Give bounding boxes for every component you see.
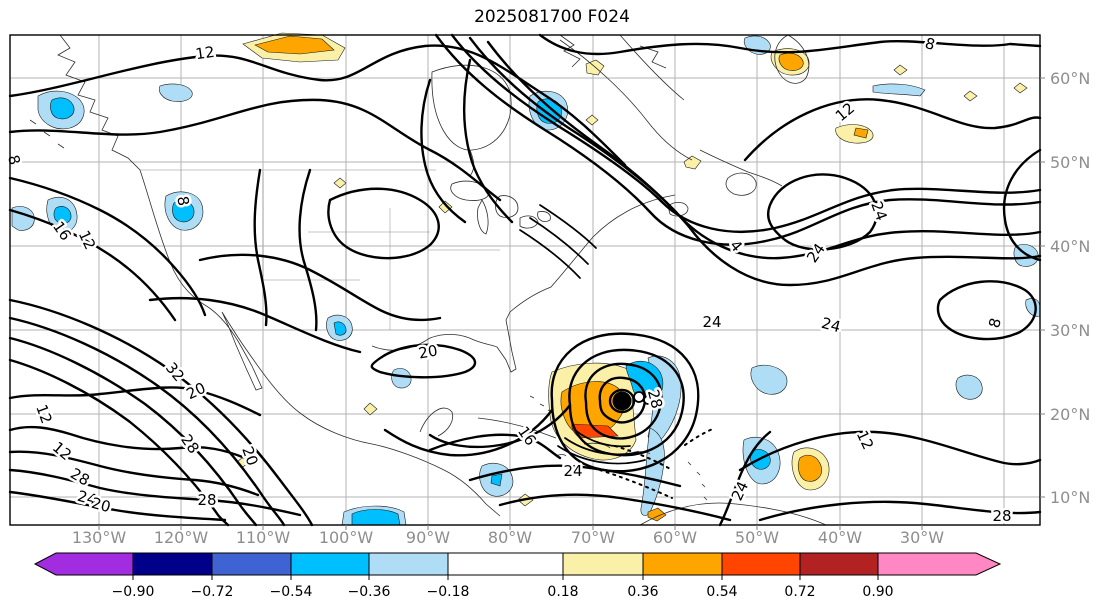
colorbar-tick-label: −0.36 — [348, 584, 391, 600]
lon-tick-label: 40°W — [818, 528, 862, 547]
colorbar-tick-label: −0.72 — [191, 584, 234, 600]
figure-title: 2025081700 F024 — [474, 7, 630, 27]
lon-tick-label: 60°W — [653, 528, 697, 547]
colorbar-right-arrow — [877, 552, 1002, 576]
contour-label: 24 — [803, 240, 829, 266]
lon-tick-label: 50°W — [735, 528, 779, 547]
contour-label: 20 — [417, 341, 439, 362]
contour-label: 28 — [992, 507, 1011, 525]
colorbar-tick-label: 0.72 — [784, 584, 815, 600]
colorbar-left-arrow — [33, 552, 134, 576]
lon-tick-label: 130°W — [72, 528, 127, 547]
contour-label: 8 — [4, 153, 24, 167]
contour-label: 24 — [819, 314, 842, 336]
storm-center-marker — [612, 391, 632, 411]
contour-label: 24 — [563, 462, 582, 480]
contour-value-labels: 12 8 12 8 8 16 12 24 24 4 24 24 20 32 16… — [2, 32, 1014, 528]
colorbar-segment — [447, 552, 564, 576]
colorbar-segment — [799, 552, 879, 576]
shaded-anomaly-patches — [11, 32, 1041, 526]
colorbar-tick-label: 0.54 — [706, 584, 737, 600]
colorbar-segment — [642, 552, 723, 576]
lon-tick-label: 100°W — [319, 528, 374, 547]
colorbar-tick-labels: −0.90 −0.72 −0.54 −0.36 −0.18 0.18 0.36 … — [112, 584, 894, 600]
contour-label: 12 — [49, 438, 75, 464]
latitude-axis-labels: 60°N 50°N 40°N 30°N 20°N 10°N — [1050, 69, 1090, 507]
lon-tick-label: 90°W — [406, 528, 450, 547]
contour-label: 12 — [75, 228, 99, 253]
lat-tick-label: 40°N — [1050, 237, 1090, 256]
lat-tick-label: 30°N — [1050, 321, 1090, 340]
state-borders — [140, 169, 500, 330]
contour-label: 8 — [923, 34, 937, 54]
map-frame — [9, 34, 1041, 526]
colorbar-segment — [290, 552, 370, 576]
colorbar-tick-label: −0.90 — [112, 584, 155, 600]
colorbar-tick-label: −0.54 — [270, 584, 313, 600]
lat-tick-label: 60°N — [1050, 69, 1090, 88]
lon-tick-label: 110°W — [236, 528, 291, 547]
contour-lines — [8, 33, 1042, 527]
contour-label: 8 — [985, 316, 1005, 330]
colorbar — [33, 552, 1002, 580]
contour-ring — [643, 395, 653, 405]
lat-tick-label: 50°N — [1050, 153, 1090, 172]
contour-label: 12 — [32, 402, 55, 426]
axis-ticks — [98, 77, 1045, 530]
colorbar-tick-label: 0.36 — [627, 584, 658, 600]
colorbar-segment — [368, 552, 449, 576]
contour-label: 28 — [197, 491, 216, 509]
longitude-axis-labels: 130°W 120°W 110°W 100°W 90°W 80°W 70°W 6… — [72, 528, 944, 547]
contour-label: 12 — [194, 43, 215, 63]
colorbar-tick-label: −0.18 — [427, 584, 470, 600]
colorbar-tick-label: 0.18 — [547, 584, 578, 600]
lat-tick-label: 10°N — [1050, 488, 1090, 507]
contour-label: 24 — [702, 313, 721, 331]
lon-tick-label: 30°W — [900, 528, 944, 547]
colorbar-segment — [562, 552, 644, 576]
colorbar-tick-label: 0.90 — [862, 584, 893, 600]
lon-tick-label: 80°W — [488, 528, 532, 547]
lon-tick-label: 70°W — [571, 528, 615, 547]
colorbar-segment — [211, 552, 292, 576]
contour-ring — [633, 391, 645, 403]
colorbar-segment — [721, 552, 801, 576]
colorbar-segment — [132, 552, 213, 576]
contour-label: 20 — [89, 494, 112, 516]
lat-tick-label: 20°N — [1050, 405, 1090, 424]
lon-tick-label: 120°W — [154, 528, 209, 547]
